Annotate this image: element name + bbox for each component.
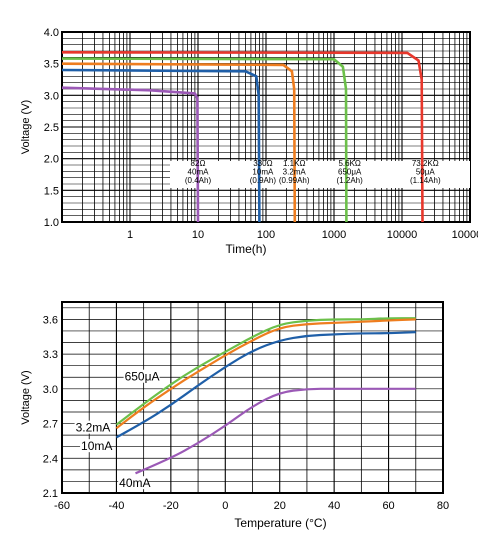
series-label-backdrop bbox=[118, 476, 148, 490]
annotation-4-line-0: 73.2KΩ bbox=[412, 159, 439, 168]
x-tick-label: 10 bbox=[192, 229, 204, 241]
x-tick-label: 0 bbox=[222, 500, 228, 512]
x-tick-label: 1000 bbox=[322, 229, 346, 241]
annotation-1-line-1: 10mA bbox=[252, 168, 274, 177]
annotation-1-line-2: (0.9Ah) bbox=[250, 176, 277, 185]
temp-curve-2 bbox=[115, 331, 416, 439]
y-tick-label: 2.7 bbox=[43, 419, 58, 431]
x-tick-label: 20 bbox=[274, 500, 286, 512]
series-label-0: 650μA bbox=[125, 370, 160, 384]
annotation-0-line-0: 82Ω bbox=[191, 159, 206, 168]
y-tick-label: 4.0 bbox=[44, 27, 59, 39]
annotation-4-line-1: 50μA bbox=[416, 168, 436, 177]
temperature-voltage-chart: 650μA 3.2mA 10mA 40mA 2.1 2.4 2.7 3.0 3.3 3.6 -60 -… bbox=[20, 301, 449, 530]
x-tick-label: 40 bbox=[328, 500, 340, 512]
discharge-curve-4 bbox=[61, 51, 424, 223]
annotation-1-line-0: 330Ω bbox=[253, 159, 272, 168]
y-tick-label: 3.3 bbox=[43, 349, 58, 361]
y-tick-label: 3.0 bbox=[44, 90, 59, 102]
annotation-3-line-1: 650μA bbox=[338, 168, 362, 177]
annotation-0-line-1: 40mA bbox=[188, 168, 210, 177]
annotation-3-line-2: (1.2Ah) bbox=[337, 176, 364, 185]
series-label-backdrop bbox=[123, 369, 160, 383]
y-tick-label: 2.0 bbox=[44, 154, 59, 166]
discharge-curve-0 bbox=[61, 86, 200, 223]
annotation-3-line-0: 5.6KΩ bbox=[338, 159, 360, 168]
annotation-2-line-2: (0.99Ah) bbox=[279, 176, 310, 185]
y-tick-label: 1.5 bbox=[44, 185, 59, 197]
x-tick-label: -40 bbox=[108, 500, 124, 512]
series-label-2: 10mA bbox=[81, 439, 112, 453]
x-tick-label: 10000 bbox=[387, 229, 418, 241]
x-tick-label: 1 bbox=[127, 229, 133, 241]
temp-curve-0 bbox=[115, 317, 416, 426]
annotation-2-line-0: 1.1KΩ bbox=[283, 159, 305, 168]
discharge-time-chart: 82Ω40mA(0.4Ah)330Ω10mA(0.9Ah)1.1KΩ3.2mA(… bbox=[20, 27, 478, 256]
y-tick-label: 3.5 bbox=[44, 59, 59, 71]
annotation-backdrop bbox=[170, 161, 470, 188]
x-axis-label: Temperature (°C) bbox=[234, 516, 326, 530]
series-label-1: 3.2mA bbox=[76, 421, 111, 435]
x-tick-label: 80 bbox=[437, 500, 449, 512]
discharge-curve-2 bbox=[61, 62, 297, 223]
x-tick-label: -20 bbox=[163, 500, 179, 512]
temp-curve-1 bbox=[115, 318, 416, 430]
series-label-backdrop bbox=[74, 420, 111, 434]
x-tick-label: 60 bbox=[382, 500, 394, 512]
chart1-frame bbox=[61, 31, 471, 223]
x-tick-label: -60 bbox=[54, 500, 70, 512]
chart2-frame bbox=[61, 301, 444, 494]
series-label-3: 40mA bbox=[119, 476, 150, 490]
y-tick-label: 2.1 bbox=[43, 488, 58, 500]
y-tick-label: 3.6 bbox=[43, 314, 58, 326]
annotation-4-line-2: (1.14Ah) bbox=[410, 176, 441, 185]
annotation-0-line-2: (0.4Ah) bbox=[185, 176, 212, 185]
y-tick-label: 3.0 bbox=[43, 384, 58, 396]
y-axis-label: Voltage (V) bbox=[20, 100, 32, 154]
discharge-curve-1 bbox=[61, 68, 261, 223]
discharge-curve-3 bbox=[61, 57, 348, 223]
x-tick-label: 100 bbox=[257, 229, 275, 241]
x-tick-label: 100000 bbox=[452, 229, 478, 241]
series-label-backdrop bbox=[80, 439, 110, 453]
x-axis-label: Time(h) bbox=[226, 242, 267, 256]
annotation-2-line-1: 3.2mA bbox=[283, 168, 307, 177]
y-tick-label: 2.4 bbox=[43, 453, 58, 465]
y-tick-label: 1.0 bbox=[44, 217, 59, 229]
y-axis-label: Voltage (V) bbox=[20, 370, 32, 424]
y-tick-label: 2.5 bbox=[44, 122, 59, 134]
temp-curve-3 bbox=[135, 387, 416, 475]
